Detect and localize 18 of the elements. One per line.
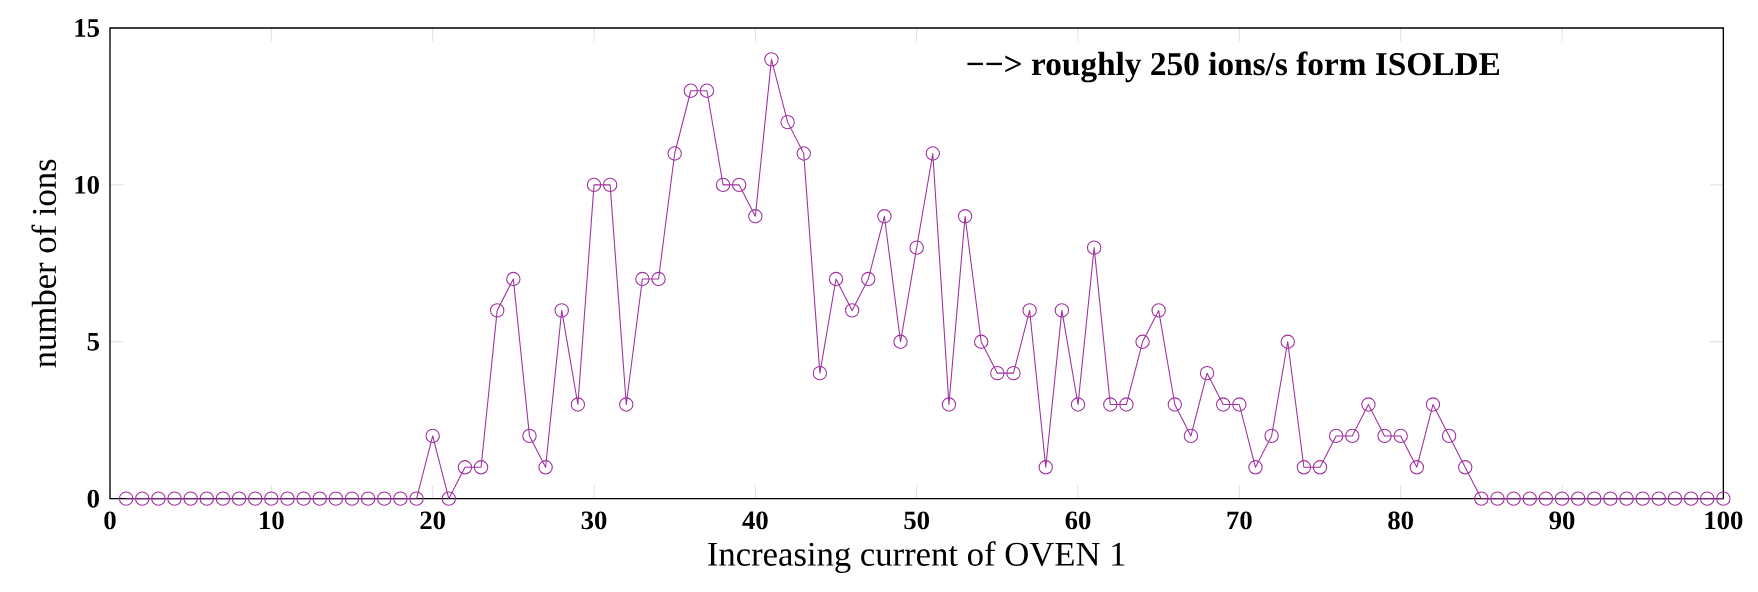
annotation: −−> roughly 250 ions/s form ISOLDE bbox=[967, 51, 1500, 83]
x-tick-label: 60 bbox=[1065, 511, 1091, 530]
y-tick-label: 15 bbox=[75, 19, 99, 37]
x-tick-label: 30 bbox=[581, 511, 607, 530]
x-tick-label: 0 bbox=[104, 511, 116, 530]
y-tick-label: 5 bbox=[87, 332, 99, 351]
x-axis-title: Increasing current of OVEN 1 bbox=[708, 541, 1125, 574]
y-tick-label: 0 bbox=[87, 489, 99, 508]
y-axis-title: number of ions bbox=[31, 159, 57, 368]
x-tick-label: 10 bbox=[260, 511, 284, 530]
x-tick-label: 70 bbox=[1227, 511, 1252, 530]
x-tick-label: 80 bbox=[1388, 511, 1413, 530]
x-tick-label: 90 bbox=[1549, 511, 1575, 530]
x-tick-label: 40 bbox=[742, 511, 768, 530]
x-tick-label: 50 bbox=[904, 511, 929, 530]
x-tick-label: 100 bbox=[1705, 511, 1743, 530]
y-tick-label: 10 bbox=[75, 175, 99, 194]
x-tick-label: 20 bbox=[420, 511, 445, 530]
